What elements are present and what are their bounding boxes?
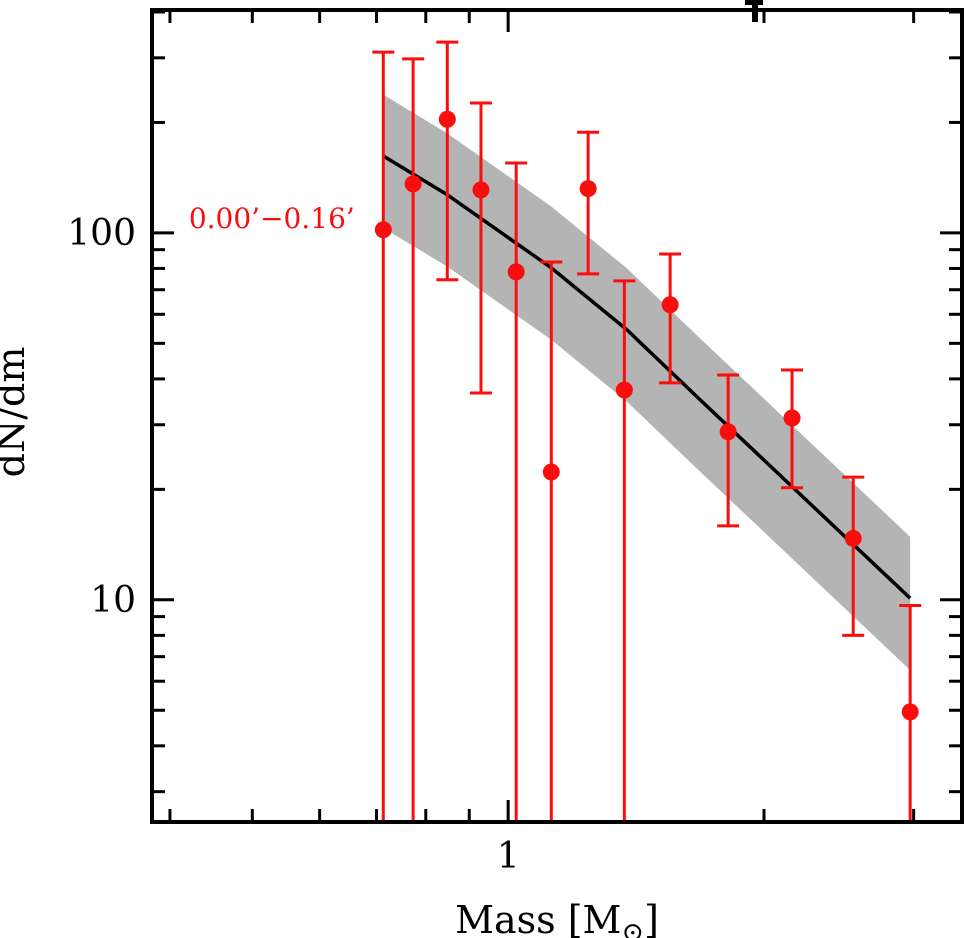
- y-axis-label: dN/dm: [0, 347, 33, 478]
- model-uncertainty-band: [383, 94, 911, 671]
- axis-ticks: [152, 10, 962, 822]
- x-axis-label-main: Mass [M: [455, 898, 621, 938]
- data-point: [719, 423, 737, 441]
- x-axis-label-bracket: ]: [644, 898, 659, 938]
- data-point: [374, 221, 392, 239]
- data-point: [579, 180, 597, 198]
- plot-border: [150, 8, 964, 824]
- y-tick-label: 10: [90, 580, 136, 621]
- data-point: [472, 181, 490, 199]
- error-bars: [372, 40, 922, 820]
- data-point: [438, 110, 456, 128]
- y-tick-label: 100: [67, 213, 136, 254]
- x-tick-label: 1: [497, 836, 520, 877]
- data-point: [542, 463, 560, 481]
- data-point: [783, 409, 801, 427]
- band-polygon: [383, 94, 911, 671]
- tick-labels: 1 10 100: [67, 213, 519, 877]
- data-point: [661, 296, 679, 314]
- x-axis-label: Mass [M⊙]: [455, 898, 659, 938]
- data-point: [901, 703, 919, 721]
- data-point: [404, 175, 422, 193]
- data-points: [374, 110, 919, 721]
- solar-mass-symbol: ⊙: [621, 917, 644, 938]
- data-point: [615, 381, 633, 399]
- annotation-radial-bin-label: 0.00’−0.16’: [189, 202, 355, 235]
- data-point: [844, 529, 862, 547]
- data-point: [507, 263, 525, 281]
